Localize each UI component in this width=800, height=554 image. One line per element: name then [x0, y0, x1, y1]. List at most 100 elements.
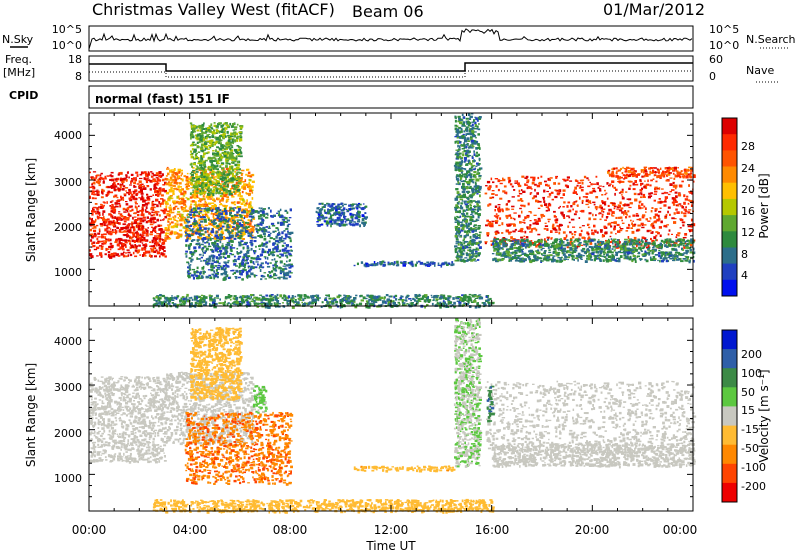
- power-cell: [216, 125, 219, 127]
- power-cell: [203, 227, 207, 230]
- power-cell: [130, 173, 134, 176]
- power-cell: [231, 138, 235, 140]
- power-cell: [165, 205, 168, 209]
- power-cell: [459, 248, 462, 251]
- power-cell: [463, 130, 466, 133]
- power-cell: [325, 222, 328, 225]
- power-cell: [478, 175, 482, 177]
- power-cell: [264, 243, 268, 245]
- power-cell: [458, 196, 461, 199]
- power-cell: [198, 237, 202, 240]
- power-cell: [235, 181, 239, 185]
- power-cell: [143, 185, 146, 187]
- power-cell: [324, 220, 326, 223]
- power-cell: [211, 190, 215, 193]
- power-cell: [212, 266, 216, 269]
- power-cell: [193, 184, 195, 188]
- power-cell: [491, 190, 495, 192]
- power-cell: [213, 188, 216, 191]
- power-cell: [118, 229, 121, 233]
- power-cell: [119, 213, 123, 216]
- power-cell: [237, 194, 240, 197]
- power-cell: [134, 189, 138, 192]
- power-cell: [460, 246, 463, 249]
- power-cell: [462, 209, 465, 213]
- power-cell: [459, 145, 461, 149]
- power-cell: [283, 230, 286, 232]
- power-cell: [185, 187, 188, 189]
- power-cell: [219, 265, 222, 268]
- power-cell: [236, 219, 241, 221]
- power-cell: [174, 215, 177, 218]
- power-cell: [214, 234, 218, 238]
- power-cell: [471, 142, 474, 146]
- power-cell: [151, 204, 154, 206]
- power-cell: [229, 141, 233, 144]
- power-cell: [470, 136, 473, 139]
- power-cell: [256, 223, 260, 227]
- power-cell: [601, 215, 604, 218]
- power-cell: [91, 185, 95, 188]
- power-cell: [470, 216, 474, 218]
- power-cell: [464, 125, 467, 127]
- power-cell: [326, 202, 329, 205]
- power-cell: [460, 224, 463, 227]
- power-cell: [211, 262, 214, 265]
- power-cell: [193, 148, 197, 152]
- power-cell: [142, 238, 145, 241]
- power-cell: [225, 212, 228, 215]
- power-cell: [102, 181, 105, 184]
- power-cell: [238, 235, 242, 237]
- power-cell: [473, 140, 477, 143]
- power-cell: [236, 136, 239, 139]
- power-cell: [322, 217, 326, 220]
- power-cell: [465, 177, 467, 180]
- power-cell: [683, 194, 686, 198]
- power-cell: [166, 202, 169, 205]
- power-cell: [647, 220, 651, 222]
- power-cell: [199, 162, 203, 165]
- power-cell: [180, 174, 182, 177]
- power-cell: [284, 277, 288, 280]
- power-cell: [235, 265, 239, 267]
- power-cell: [227, 255, 231, 258]
- power-cell: [217, 245, 220, 248]
- power-cell: [250, 185, 254, 189]
- power-cell: [473, 127, 477, 130]
- power-cell: [246, 251, 250, 254]
- power-cell: [465, 120, 469, 123]
- power-cell: [174, 222, 177, 226]
- power-cell: [475, 247, 478, 251]
- power-cell: [342, 223, 346, 227]
- power-cell: [358, 203, 362, 206]
- power-cell: [275, 250, 278, 253]
- power-cell: [147, 171, 150, 173]
- power-cell: [198, 244, 201, 247]
- power-cell: [286, 219, 290, 222]
- power-cell: [277, 245, 279, 249]
- power-cell: [184, 218, 188, 221]
- power-cell: [205, 205, 209, 207]
- power-cell: [454, 116, 457, 119]
- power-cell: [239, 272, 241, 274]
- power-cell: [472, 254, 475, 256]
- power-cell: [153, 206, 156, 209]
- power-cell: [195, 190, 199, 193]
- power-cell: [123, 234, 127, 237]
- power-cell: [530, 228, 533, 232]
- power-cell: [216, 236, 220, 239]
- power-cell: [176, 195, 179, 199]
- power-cell: [475, 242, 480, 245]
- power-cell: [157, 251, 160, 254]
- power-cell: [243, 217, 246, 220]
- power-cell: [130, 205, 133, 208]
- power-cell: [277, 210, 281, 213]
- power-cell: [447, 262, 451, 266]
- power-cell: [227, 276, 231, 279]
- power-cell: [471, 144, 474, 146]
- power-cell: [247, 255, 251, 258]
- power-cell: [155, 237, 158, 240]
- power-cell: [186, 197, 190, 201]
- power-cell: [190, 187, 194, 189]
- power-cell: [529, 231, 533, 233]
